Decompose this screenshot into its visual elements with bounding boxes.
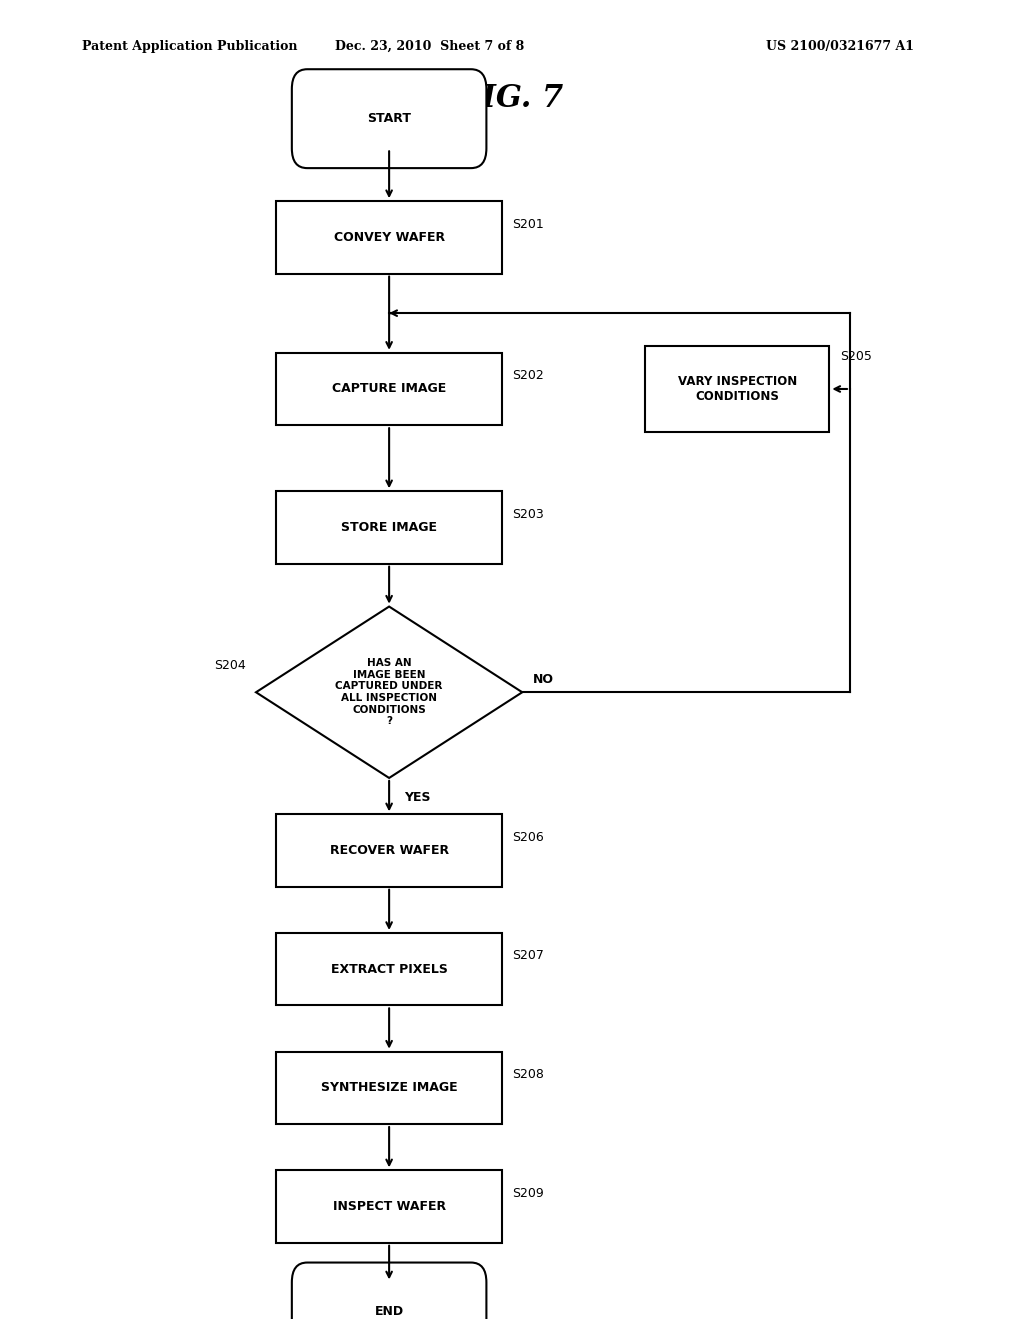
FancyBboxPatch shape <box>292 1262 486 1320</box>
FancyBboxPatch shape <box>276 352 502 425</box>
Text: S205: S205 <box>840 350 871 363</box>
FancyBboxPatch shape <box>276 1171 502 1242</box>
Text: S207: S207 <box>512 949 544 962</box>
Text: START: START <box>368 112 411 125</box>
Text: END: END <box>375 1305 403 1319</box>
Text: S203: S203 <box>512 508 544 521</box>
Text: STORE IMAGE: STORE IMAGE <box>341 521 437 533</box>
FancyBboxPatch shape <box>276 933 502 1006</box>
Text: Patent Application Publication: Patent Application Publication <box>82 40 297 53</box>
Text: YES: YES <box>404 791 431 804</box>
Text: S209: S209 <box>512 1187 544 1200</box>
Text: S202: S202 <box>512 370 544 383</box>
Text: S206: S206 <box>512 830 544 843</box>
Text: VARY INSPECTION
CONDITIONS: VARY INSPECTION CONDITIONS <box>678 375 797 403</box>
FancyBboxPatch shape <box>276 1052 502 1125</box>
Text: Dec. 23, 2010  Sheet 7 of 8: Dec. 23, 2010 Sheet 7 of 8 <box>336 40 524 53</box>
FancyBboxPatch shape <box>276 201 502 273</box>
Text: S208: S208 <box>512 1068 544 1081</box>
FancyBboxPatch shape <box>276 814 502 887</box>
Text: EXTRACT PIXELS: EXTRACT PIXELS <box>331 962 447 975</box>
Text: FIG. 7: FIG. 7 <box>461 83 563 115</box>
Text: CONVEY WAFER: CONVEY WAFER <box>334 231 444 244</box>
Text: INSPECT WAFER: INSPECT WAFER <box>333 1200 445 1213</box>
Text: CAPTURE IMAGE: CAPTURE IMAGE <box>332 383 446 396</box>
Text: S204: S204 <box>214 660 246 672</box>
Text: US 2100/0321677 A1: US 2100/0321677 A1 <box>766 40 913 53</box>
Text: NO: NO <box>532 673 554 685</box>
Text: HAS AN
IMAGE BEEN
CAPTURED UNDER
ALL INSPECTION
CONDITIONS
?: HAS AN IMAGE BEEN CAPTURED UNDER ALL INS… <box>336 659 442 726</box>
Text: RECOVER WAFER: RECOVER WAFER <box>330 843 449 857</box>
Text: SYNTHESIZE IMAGE: SYNTHESIZE IMAGE <box>321 1081 458 1094</box>
FancyBboxPatch shape <box>292 69 486 168</box>
FancyBboxPatch shape <box>276 491 502 564</box>
FancyBboxPatch shape <box>645 346 829 432</box>
Text: S201: S201 <box>512 218 544 231</box>
Polygon shape <box>256 607 522 777</box>
